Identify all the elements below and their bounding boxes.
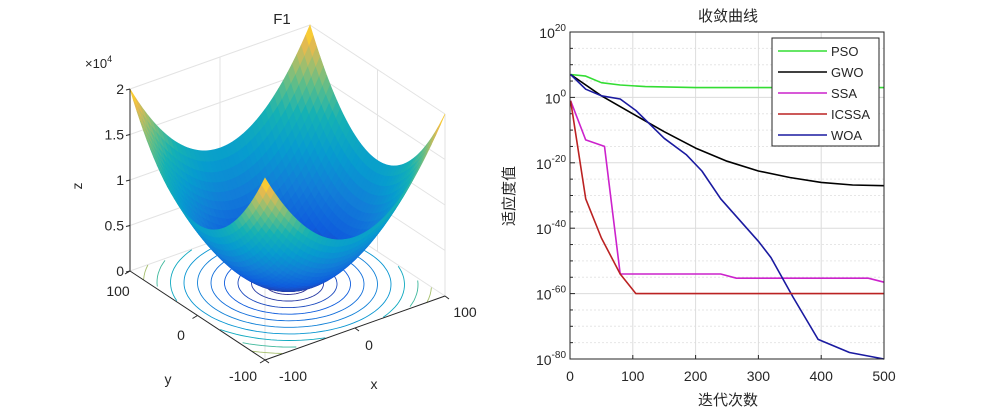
x-tick-label: -100 — [279, 368, 307, 384]
y-tick-label: 10-60 — [536, 285, 566, 303]
x-axis-label: x — [371, 376, 378, 392]
legend: PSO GWO SSA ICSSA WOA — [771, 37, 880, 147]
contour-line — [252, 350, 283, 354]
legend-label-pso: PSO — [831, 44, 858, 59]
x-tick-label: 0 — [566, 368, 574, 384]
x-tick-label: 500 — [872, 368, 896, 384]
contour-line — [382, 265, 405, 318]
z-tick-mark — [125, 134, 131, 136]
series-line-ssa — [569, 100, 885, 283]
x-axis-label: 迭代次数 — [698, 391, 758, 409]
z-tick-label: 0.5 — [105, 218, 125, 234]
y-tick-label: 10-80 — [536, 350, 566, 368]
y-tick-label: 1020 — [539, 23, 566, 41]
x-tick-mark — [354, 327, 360, 332]
z-tick-label: 1.5 — [105, 127, 125, 143]
y-tick-label: 100 — [545, 88, 567, 106]
y-tick-labels: 1020 100 10-20 10-40 10-60 10-80 — [536, 23, 566, 368]
z-exponent-label: ×104 — [85, 54, 112, 71]
surface-plot-title: F1 — [273, 11, 291, 28]
z-tick-label: 0 — [116, 263, 124, 279]
y-tick-label: 10-40 — [536, 219, 566, 237]
plot-frame — [569, 31, 885, 360]
x-tick-label: 100 — [621, 368, 645, 384]
legend-label-woa: WOA — [831, 128, 862, 143]
y-axis-label: 适应度值 — [500, 166, 518, 226]
contour-line — [143, 264, 149, 280]
x-tick-label: 200 — [684, 368, 708, 384]
y-tick-mark — [124, 270, 131, 275]
contour-line — [409, 280, 419, 307]
x-tick-label: 300 — [747, 368, 771, 384]
y-tick-mark — [192, 315, 198, 319]
contour-line — [426, 287, 432, 303]
series-line-icssa — [569, 100, 884, 295]
y-axis-label: y — [165, 371, 172, 387]
legend-label-icssa: ICSSA — [831, 107, 870, 122]
x-tick-label: 0 — [365, 337, 373, 353]
legend-label-gwo: GWO — [831, 65, 864, 80]
z-tick-mark — [125, 179, 131, 182]
y-tick-label: 100 — [106, 283, 130, 299]
x-tick-labels: 0 100 200 300 400 500 — [566, 368, 896, 384]
contour-line — [220, 329, 326, 341]
x-tick-mark — [444, 295, 450, 300]
series-line-gwo — [570, 73, 885, 187]
z-tick-mark — [125, 225, 131, 227]
contour-line — [242, 342, 297, 348]
legend-label-ssa: SSA — [831, 86, 857, 101]
z-axis-label: z — [69, 183, 85, 190]
y-tick-label: 0 — [177, 327, 185, 343]
legend-box — [771, 37, 880, 147]
x-tick-label: 100 — [453, 304, 477, 320]
series-line-woa — [570, 73, 885, 360]
surface-patch — [261, 177, 270, 193]
convergence-plot: 收敛曲线 0 100 200 300 400 500 102010010-2010-401… — [500, 7, 896, 409]
surface-plot: F1 0 0.5 1 1.5 2 -100 0 100 -100 0 100 ×104 z y x — [69, 11, 477, 392]
y-tick-label: -100 — [229, 368, 257, 384]
z-tick-mark — [125, 88, 131, 91]
x-tick-label: 400 — [810, 368, 834, 384]
surface-patch — [129, 88, 139, 108]
surface-tick-labels: 0 0.5 1 1.5 2 -100 0 100 -100 0 100 — [105, 81, 477, 384]
contour-line — [170, 249, 193, 302]
y-tick-mark — [259, 359, 266, 364]
z-tick-label: 2 — [116, 81, 124, 97]
surface-mesh — [129, 24, 446, 292]
convergence-plot-title: 收敛曲线 — [698, 7, 758, 25]
y-tick-label: 10-20 — [536, 154, 566, 172]
contour-line — [156, 260, 166, 287]
z-tick-label: 1 — [116, 172, 124, 188]
x-tick-mark — [264, 359, 270, 364]
series-lines — [569, 73, 885, 360]
